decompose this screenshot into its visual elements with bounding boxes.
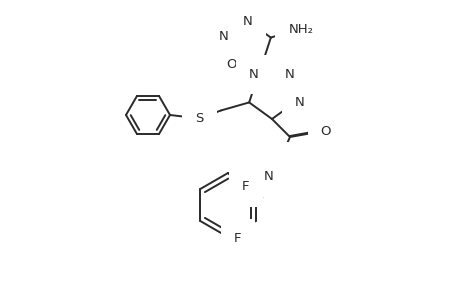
Text: N: N <box>243 14 252 28</box>
Text: F: F <box>241 181 249 194</box>
Text: S: S <box>195 112 203 125</box>
Text: O: O <box>320 124 330 137</box>
Text: N: N <box>248 68 258 81</box>
Text: HN: HN <box>260 155 279 169</box>
Text: O: O <box>226 58 237 71</box>
Text: N: N <box>294 96 304 109</box>
Text: N: N <box>263 170 273 184</box>
Text: F: F <box>234 232 241 245</box>
Text: N: N <box>285 68 294 81</box>
Text: N: N <box>218 30 228 43</box>
Text: NH₂: NH₂ <box>288 23 313 36</box>
